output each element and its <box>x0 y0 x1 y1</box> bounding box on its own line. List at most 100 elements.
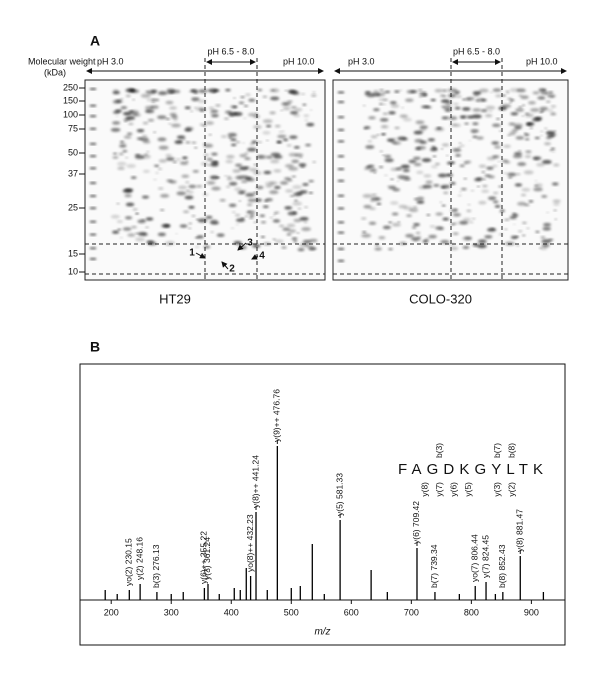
gel-spot <box>546 211 549 214</box>
gel-spot <box>235 141 241 144</box>
gel-spot <box>526 227 530 230</box>
gel-spot <box>231 211 236 214</box>
ladder-band <box>338 207 344 210</box>
gel-spot <box>255 113 258 115</box>
gel-spot <box>260 235 265 238</box>
gel-spot <box>256 185 264 190</box>
gel-spot <box>158 145 169 150</box>
gel-spot <box>227 175 231 178</box>
gel-spot <box>544 127 548 130</box>
gel-spot <box>309 238 318 243</box>
gel-spot <box>146 98 154 102</box>
gel-spot <box>302 103 307 106</box>
gel-spot <box>251 140 258 144</box>
gel-spot <box>389 201 399 205</box>
ladder-band <box>90 257 96 260</box>
gel-spot <box>487 175 495 179</box>
gel-spot <box>249 167 259 172</box>
gel-spot <box>171 115 178 119</box>
gel-spot <box>390 178 394 181</box>
gel-spot <box>498 106 507 111</box>
gel-spot <box>363 127 367 130</box>
gel-spot <box>543 223 552 227</box>
gel-spot <box>196 235 204 239</box>
gel-spot <box>547 108 554 112</box>
gel-spot <box>175 158 182 161</box>
gel-spot <box>311 94 317 97</box>
gel-spot <box>228 182 238 186</box>
peak-annotation: y(2) 248.16 <box>134 537 144 580</box>
gel-spot <box>515 235 519 238</box>
gel-spot <box>293 114 301 118</box>
gel-spot <box>297 248 305 252</box>
gel-spot <box>118 152 124 156</box>
spot-label: 1 <box>189 248 195 259</box>
ph-label: pH 3.0 <box>348 56 375 66</box>
gel-spot <box>188 205 195 209</box>
gel-spot <box>471 114 482 119</box>
gel-spot <box>191 141 197 144</box>
gel-spot <box>130 176 137 179</box>
gel-spot <box>183 210 190 214</box>
gel-spot <box>140 93 151 98</box>
gel-spot <box>507 172 517 177</box>
gel-spot <box>441 186 446 189</box>
gel-spot <box>388 185 397 190</box>
gel-spot <box>427 138 436 142</box>
gel-spot <box>160 194 170 198</box>
gel-spot <box>419 95 422 98</box>
gel-spot <box>125 202 135 207</box>
gel-spot <box>398 166 402 168</box>
gel-spot <box>253 191 257 194</box>
gel-spot <box>245 93 251 96</box>
gel-spot <box>132 99 135 101</box>
gel-spot <box>141 135 148 138</box>
gel-spot <box>266 124 272 128</box>
gel-spot <box>363 205 372 209</box>
ladder-band <box>90 115 96 118</box>
gel-spot <box>112 90 121 95</box>
gel-spot <box>393 141 402 145</box>
gel-spot <box>191 97 200 101</box>
gel-spot <box>525 138 530 141</box>
gel-spot <box>382 225 391 230</box>
peak-annotation: y(8) 881.47 <box>515 509 525 552</box>
gel-spot <box>376 134 380 136</box>
gel-spot <box>391 142 395 144</box>
gel-spot <box>142 140 151 144</box>
ladder-band <box>338 140 344 143</box>
mw-tick-label: 10 <box>68 266 78 276</box>
gel-spot <box>541 195 548 198</box>
gel-spot <box>541 239 552 244</box>
gel-spot <box>125 116 136 120</box>
gel-spot <box>406 214 412 217</box>
gel-spot <box>421 105 428 109</box>
gel-spot <box>406 90 415 94</box>
gel-spot <box>552 199 561 203</box>
gel-spot <box>512 213 519 217</box>
gel-spot <box>446 154 449 157</box>
gel-spot <box>249 216 254 219</box>
gel-spot <box>157 115 167 120</box>
gel-spot <box>294 199 298 202</box>
gel-spot <box>132 208 138 211</box>
gel-spot <box>241 217 245 220</box>
mw-title: Molecular weight <box>28 56 96 66</box>
gel-spot <box>541 159 552 164</box>
gel-spot <box>378 98 385 101</box>
gel-spot <box>491 141 500 145</box>
gel-spot <box>263 170 272 175</box>
gel-spot <box>515 173 521 176</box>
gel-spot <box>124 216 133 220</box>
x-tick-label: 600 <box>344 607 359 617</box>
gel-spot <box>155 171 159 174</box>
gel-spot <box>539 247 542 249</box>
gel-spot <box>169 106 178 110</box>
gel-spot <box>240 180 248 184</box>
mw-tick-label: 25 <box>68 202 78 212</box>
gel-spot <box>477 239 487 244</box>
gel-spot <box>185 181 190 184</box>
gel-spot <box>157 187 164 190</box>
gel-spot <box>142 121 149 125</box>
